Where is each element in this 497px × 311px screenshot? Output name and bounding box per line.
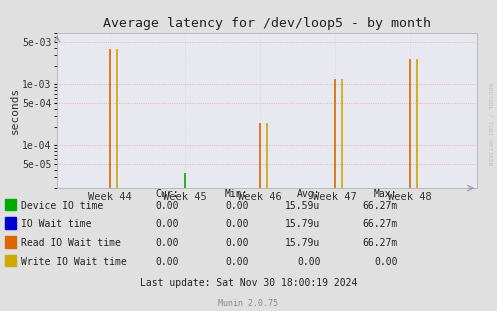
Text: 0.00: 0.00 <box>156 238 179 248</box>
Text: 66.27m: 66.27m <box>362 219 398 229</box>
Text: Avg:: Avg: <box>297 189 321 199</box>
Y-axis label: seconds: seconds <box>9 87 19 134</box>
Text: 0.00: 0.00 <box>225 219 248 229</box>
Text: RRDTOOL / TOBI OETIKER: RRDTOOL / TOBI OETIKER <box>487 83 492 166</box>
Text: Write IO Wait time: Write IO Wait time <box>21 257 127 267</box>
Text: 0.00: 0.00 <box>374 257 398 267</box>
Text: 15.79u: 15.79u <box>285 219 321 229</box>
Text: Munin 2.0.75: Munin 2.0.75 <box>219 299 278 308</box>
Text: Last update: Sat Nov 30 18:00:19 2024: Last update: Sat Nov 30 18:00:19 2024 <box>140 278 357 288</box>
Title: Average latency for /dev/loop5 - by month: Average latency for /dev/loop5 - by mont… <box>103 17 431 30</box>
Text: IO Wait time: IO Wait time <box>21 219 91 229</box>
Text: 66.27m: 66.27m <box>362 238 398 248</box>
Text: 0.00: 0.00 <box>225 257 248 267</box>
Text: 15.59u: 15.59u <box>285 201 321 211</box>
Text: Min:: Min: <box>225 189 248 199</box>
Text: 66.27m: 66.27m <box>362 201 398 211</box>
Text: 15.79u: 15.79u <box>285 238 321 248</box>
Text: Read IO Wait time: Read IO Wait time <box>21 238 121 248</box>
Text: Max:: Max: <box>374 189 398 199</box>
Text: 0.00: 0.00 <box>297 257 321 267</box>
Text: 0.00: 0.00 <box>225 238 248 248</box>
Text: 0.00: 0.00 <box>225 201 248 211</box>
Text: 0.00: 0.00 <box>156 257 179 267</box>
Text: 0.00: 0.00 <box>156 201 179 211</box>
Text: Cur:: Cur: <box>156 189 179 199</box>
Text: Device IO time: Device IO time <box>21 201 103 211</box>
Text: 0.00: 0.00 <box>156 219 179 229</box>
